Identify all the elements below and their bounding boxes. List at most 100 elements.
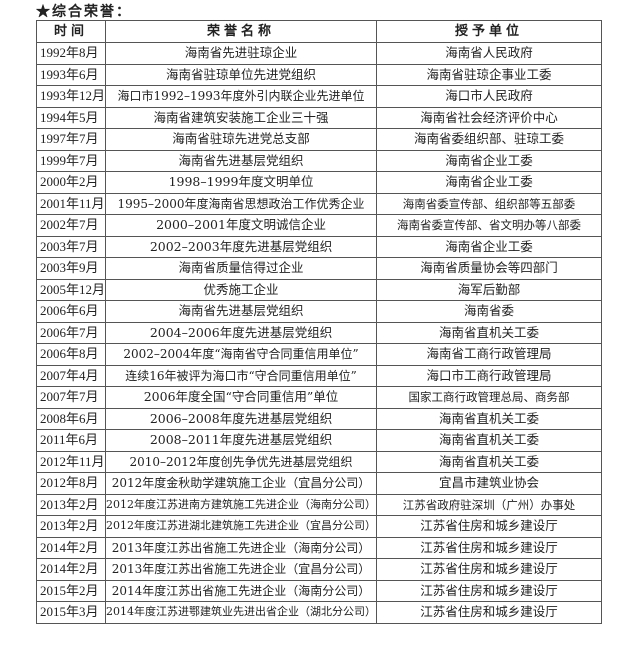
table-row: 1992年8月 海南省先进驻琼企业 海南省人民政府 bbox=[35, 42, 602, 65]
cell-awarding-org: 江苏省住房和城乡建设厅 bbox=[376, 515, 602, 538]
table-row: 1993年6月 海南省驻琼单位先进党组织 海南省驻琼企事业工委 bbox=[35, 63, 602, 86]
cell-awarding-org: 海南省委组织部、驻琼工委 bbox=[376, 128, 602, 151]
cell-date: 2008年6月 bbox=[35, 407, 107, 430]
cell-honor-name: 1998–1999年度文明单位 bbox=[105, 171, 378, 194]
cell-date: 2013年2月 bbox=[35, 515, 107, 538]
cell-honor-name: 连续16年被评为海口市“守合同重信用单位” bbox=[105, 364, 378, 387]
cell-date: 2007年7月 bbox=[35, 386, 107, 409]
cell-date: 1993年6月 bbox=[35, 63, 107, 86]
cell-awarding-org: 海南省直机关工委 bbox=[376, 450, 602, 473]
cell-awarding-org: 海南省委宣传部、组织部等五部委 bbox=[376, 192, 602, 215]
cell-date: 2014年2月 bbox=[35, 558, 107, 581]
cell-honor-name: 2010–2012年度创先争优先进基层党组织 bbox=[105, 450, 378, 473]
cell-honor-name: 海南省先进驻琼企业 bbox=[105, 42, 378, 65]
cell-awarding-org: 海口市人民政府 bbox=[376, 85, 602, 108]
table-row: 1994年5月 海南省建筑安装施工企业三十强 海南省社会经济评价中心 bbox=[35, 106, 602, 129]
cell-awarding-org: 海南省企业工委 bbox=[376, 149, 602, 172]
cell-awarding-org: 海南省驻琼企事业工委 bbox=[376, 63, 602, 86]
table-row: 2013年2月 2012年度江苏进南方建筑施工先进企业（海南分公司） 江苏省政府驻深… bbox=[35, 493, 602, 516]
table-row: 2013年2月 2012年度江苏进湖北建筑施工先进企业（宜昌分公司） 江苏省住房和城… bbox=[35, 515, 602, 538]
cell-honor-name: 2002–2004年度“海南省守合同重信用单位” bbox=[105, 343, 378, 366]
table-row: 2008年6月 2006–2008年度先进基层党组织 海南省直机关工委 bbox=[35, 407, 602, 430]
table-row: 2001年11月 1995–2000年度海南省思想政治工作优秀企业 海南省委宣传部、… bbox=[35, 192, 602, 215]
cell-awarding-org: 国家工商行政管理总局、商务部 bbox=[376, 386, 602, 409]
cell-awarding-org: 江苏省住房和城乡建设厅 bbox=[376, 558, 602, 581]
cell-awarding-org: 海南省委 bbox=[376, 300, 602, 323]
cell-awarding-org: 海南省直机关工委 bbox=[376, 321, 602, 344]
table-row: 2006年6月 海南省先进基层党组织 海南省委 bbox=[35, 300, 602, 323]
header-honor-name: 荣誉名称 bbox=[105, 20, 378, 43]
cell-honor-name: 2002–2003年度先进基层党组织 bbox=[105, 235, 378, 258]
cell-awarding-org: 海南省委宣传部、省文明办等八部委 bbox=[376, 214, 602, 237]
cell-date: 1993年12月 bbox=[35, 85, 107, 108]
table-row: 2014年2月 2013年度江苏出省施工先进企业（宜昌分公司） 江苏省住房和城乡建设… bbox=[35, 558, 602, 581]
cell-honor-name: 海口市1992–1993年度外引内联企业先进单位 bbox=[105, 85, 378, 108]
table-row: 2002年7月 2000–2001年度文明诚信企业 海南省委宣传部、省文明办等八部委 bbox=[35, 214, 602, 237]
cell-date: 2006年7月 bbox=[35, 321, 107, 344]
table-row: 2000年2月 1998–1999年度文明单位 海南省企业工委 bbox=[35, 171, 602, 194]
cell-date: 2011年6月 bbox=[35, 429, 107, 452]
table-row: 2011年6月 2008–2011年度先进基层党组织 海南省直机关工委 bbox=[35, 429, 602, 452]
table-row: 2007年7月 2006年度全国“守合同重信用”单位 国家工商行政管理总局、商务部 bbox=[35, 386, 602, 409]
cell-date: 2012年8月 bbox=[35, 472, 107, 495]
cell-honor-name: 2006年度全国“守合同重信用”单位 bbox=[105, 386, 378, 409]
cell-date: 2005年12月 bbox=[35, 278, 107, 301]
cell-date: 2012年11月 bbox=[35, 450, 107, 473]
cell-honor-name: 2014年度江苏出省施工先进企业（海南分公司） bbox=[105, 579, 378, 602]
cell-awarding-org: 海南省直机关工委 bbox=[376, 407, 602, 430]
cell-honor-name: 2012年度江苏进南方建筑施工先进企业（海南分公司） bbox=[105, 493, 378, 516]
cell-date: 1992年8月 bbox=[35, 42, 107, 65]
cell-date: 2003年7月 bbox=[35, 235, 107, 258]
cell-date: 2006年6月 bbox=[35, 300, 107, 323]
cell-awarding-org: 海南省人民政府 bbox=[376, 42, 602, 65]
cell-awarding-org: 海南省企业工委 bbox=[376, 171, 602, 194]
cell-awarding-org: 海南省企业工委 bbox=[376, 235, 602, 258]
cell-awarding-org: 江苏省住房和城乡建设厅 bbox=[376, 601, 602, 624]
cell-honor-name: 2000–2001年度文明诚信企业 bbox=[105, 214, 378, 237]
cell-date: 2015年2月 bbox=[35, 579, 107, 602]
header-awarding-org: 授予单位 bbox=[376, 20, 602, 43]
cell-honor-name: 2013年度江苏出省施工先进企业（海南分公司） bbox=[105, 536, 378, 559]
table-header-row: 时间 荣誉名称 授予单位 bbox=[35, 20, 602, 43]
cell-awarding-org: 海口市工商行政管理局 bbox=[376, 364, 602, 387]
cell-awarding-org: 海军后勤部 bbox=[376, 278, 602, 301]
cell-date: 2014年2月 bbox=[35, 536, 107, 559]
cell-honor-name: 2006–2008年度先进基层党组织 bbox=[105, 407, 378, 430]
cell-awarding-org: 海南省质量协会等四部门 bbox=[376, 257, 602, 280]
cell-honor-name: 2004–2006年度先进基层党组织 bbox=[105, 321, 378, 344]
cell-awarding-org: 宜昌市建筑业协会 bbox=[376, 472, 602, 495]
cell-date: 2000年2月 bbox=[35, 171, 107, 194]
table-row: 2007年4月 连续16年被评为海口市“守合同重信用单位” 海口市工商行政管理局 bbox=[35, 364, 602, 387]
cell-honor-name: 海南省驻琼单位先进党组织 bbox=[105, 63, 378, 86]
cell-honor-name: 海南省先进基层党组织 bbox=[105, 300, 378, 323]
table-row: 2003年7月 2002–2003年度先进基层党组织 海南省企业工委 bbox=[35, 235, 602, 258]
table-row: 1993年12月 海口市1992–1993年度外引内联企业先进单位 海口市人民政府 bbox=[35, 85, 602, 108]
cell-honor-name: 2013年度江苏出省施工先进企业（宜昌分公司） bbox=[105, 558, 378, 581]
cell-awarding-org: 江苏省住房和城乡建设厅 bbox=[376, 536, 602, 559]
cell-honor-name: 2014年度江苏进鄂建筑业先进出省企业（湖北分公司） bbox=[105, 601, 378, 624]
cell-date: 2002年7月 bbox=[35, 214, 107, 237]
table-row: 1999年7月 海南省先进基层党组织 海南省企业工委 bbox=[35, 149, 602, 172]
table-row: 2005年12月 优秀施工企业 海军后勤部 bbox=[35, 278, 602, 301]
cell-date: 2007年4月 bbox=[35, 364, 107, 387]
cell-awarding-org: 江苏省住房和城乡建设厅 bbox=[376, 579, 602, 602]
cell-honor-name: 海南省先进基层党组织 bbox=[105, 149, 378, 172]
cell-date: 1999年7月 bbox=[35, 149, 107, 172]
table-row: 2014年2月 2013年度江苏出省施工先进企业（海南分公司） 江苏省住房和城乡建设… bbox=[35, 536, 602, 559]
cell-date: 2001年11月 bbox=[35, 192, 107, 215]
table-row: 2006年8月 2002–2004年度“海南省守合同重信用单位” 海南省工商行政管理… bbox=[35, 343, 602, 366]
cell-date: 2013年2月 bbox=[35, 493, 107, 516]
cell-awarding-org: 江苏省政府驻深圳（广州）办事处 bbox=[376, 493, 602, 516]
cell-date: 1994年5月 bbox=[35, 106, 107, 129]
cell-honor-name: 2012年度江苏进湖北建筑施工先进企业（宜昌分公司） bbox=[105, 515, 378, 538]
table-row: 2015年3月 2014年度江苏进鄂建筑业先进出省企业（湖北分公司） 江苏省住房和城… bbox=[35, 601, 602, 624]
table-row: 2003年9月 海南省质量信得过企业 海南省质量协会等四部门 bbox=[35, 257, 602, 280]
cell-honor-name: 海南省质量信得过企业 bbox=[105, 257, 378, 280]
section-title: ★综合荣誉： bbox=[36, 4, 132, 20]
cell-date: 2015年3月 bbox=[35, 601, 107, 624]
cell-awarding-org: 海南省工商行政管理局 bbox=[376, 343, 602, 366]
table-row: 2015年2月 2014年度江苏出省施工先进企业（海南分公司） 江苏省住房和城乡建设… bbox=[35, 579, 602, 602]
cell-date: 2003年9月 bbox=[35, 257, 107, 280]
table-row: 1997年7月 海南省驻琼先进党总支部 海南省委组织部、驻琼工委 bbox=[35, 128, 602, 151]
table-row: 2006年7月 2004–2006年度先进基层党组织 海南省直机关工委 bbox=[35, 321, 602, 344]
